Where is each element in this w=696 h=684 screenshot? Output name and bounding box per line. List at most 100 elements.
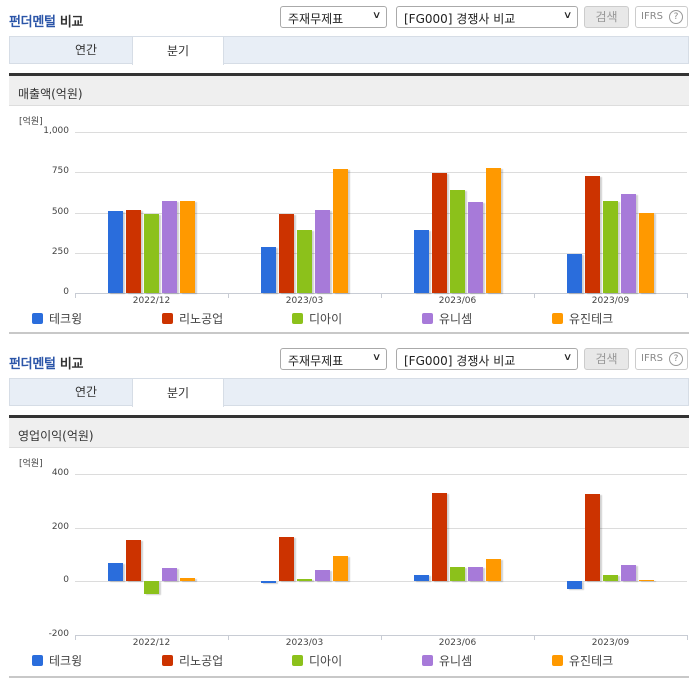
tab-annual[interactable]: 연간 (74, 385, 98, 399)
grid-line (75, 172, 687, 174)
y-tick-label: 400 (51, 468, 69, 478)
bar-유니셈[interactable] (315, 210, 331, 293)
bar-리노공업[interactable] (431, 492, 447, 582)
bar-유진테크[interactable] (333, 169, 349, 293)
legend-item[interactable]: 테크윙 (32, 310, 82, 327)
grid-line (75, 252, 687, 254)
x-tick-label: 2023/03 (285, 296, 324, 306)
x-tick-mark (228, 635, 229, 640)
bar-유진테크[interactable] (180, 201, 196, 293)
bar-리노공업[interactable] (125, 210, 141, 293)
x-tick-mark (687, 293, 688, 298)
bar-유니셈[interactable] (621, 565, 637, 582)
statement-select[interactable]: 주재무제표 ∨ (280, 6, 387, 28)
bar-유진테크[interactable] (486, 559, 502, 582)
legend-swatch-icon (552, 313, 563, 324)
bar-유니셈[interactable] (315, 570, 331, 582)
legend-item[interactable]: 리노공업 (162, 652, 223, 669)
legend-item[interactable]: 디아이 (292, 310, 342, 327)
legend-label: 디아이 (309, 312, 343, 326)
unit-label: [억원] (19, 459, 43, 469)
bar-리노공업[interactable] (431, 173, 447, 293)
bar-유진테크[interactable] (639, 579, 655, 582)
chart-legend: 테크윙 리노공업 디아이 유니셈 유진테크 (9, 652, 689, 668)
legend-item[interactable]: 리노공업 (162, 310, 223, 327)
x-tick-mark (687, 635, 688, 640)
bar-테크윙[interactable] (107, 563, 123, 582)
legend-label: 유진테크 (569, 654, 614, 668)
ifrs-button[interactable]: IFRS? (635, 6, 688, 28)
x-tick-mark (228, 293, 229, 298)
x-tick-mark (75, 635, 76, 640)
divider (9, 332, 689, 334)
legend-item[interactable]: 유니셈 (422, 652, 472, 669)
bar-테크윙[interactable] (107, 210, 123, 293)
grid-line (75, 212, 687, 214)
legend-item[interactable]: 테크윙 (32, 652, 82, 669)
bar-유니셈[interactable] (162, 568, 178, 582)
legend-swatch-icon (292, 655, 303, 666)
legend-item[interactable]: 유진테크 (552, 310, 613, 327)
legend-swatch-icon (32, 313, 43, 324)
bar-디아이[interactable] (450, 567, 465, 582)
grid-line (75, 474, 687, 475)
bar-테크윙[interactable] (260, 247, 276, 293)
bar-유니셈[interactable] (468, 567, 484, 582)
bar-테크윙[interactable] (413, 230, 429, 293)
ifrs-button[interactable]: IFRS? (635, 348, 688, 370)
bar-유니셈[interactable] (162, 201, 178, 293)
bar-테크윙[interactable] (566, 581, 582, 590)
bar-유진테크[interactable] (486, 168, 502, 293)
compare-select[interactable]: [FG000] 경쟁사 비교 ∨ (396, 6, 578, 28)
legend-swatch-icon (162, 313, 173, 324)
bar-테크윙[interactable] (566, 254, 582, 293)
bar-리노공업[interactable] (278, 536, 294, 582)
statement-select[interactable]: 주재무제표 ∨ (280, 348, 387, 370)
legend-label: 리노공업 (179, 654, 224, 668)
bar-디아이[interactable] (603, 575, 618, 582)
panel-title: 펀더멘털 비교 (9, 357, 84, 372)
bar-유진테크[interactable] (639, 212, 655, 293)
bar-리노공업[interactable] (278, 214, 294, 293)
legend-swatch-icon (162, 655, 173, 666)
legend-label: 유니셈 (439, 312, 473, 326)
bar-디아이[interactable] (144, 214, 159, 293)
bar-디아이[interactable] (450, 189, 465, 293)
compare-select[interactable]: [FG000] 경쟁사 비교 ∨ (396, 348, 578, 370)
divider (9, 676, 689, 678)
bar-리노공업[interactable] (584, 493, 600, 582)
chevron-down-icon: ∨ (562, 352, 573, 363)
bar-테크윙[interactable] (260, 581, 276, 583)
bar-유진테크[interactable] (333, 556, 349, 582)
bar-리노공업[interactable] (584, 176, 600, 293)
tab-quarterly[interactable]: 분기 (132, 36, 224, 65)
fundamental-panel-operating-income: 펀더멘털 비교 주재무제표 ∨ [FG000] 경쟁사 비교 ∨ 검색 IFRS? … (0, 342, 696, 684)
bar-디아이[interactable] (603, 201, 618, 293)
x-tick-mark (381, 635, 382, 640)
bar-디아이[interactable] (297, 230, 312, 293)
y-tick-label: -200 (48, 629, 69, 639)
bar-테크윙[interactable] (413, 575, 429, 582)
legend-item[interactable]: 유니셈 (422, 310, 472, 327)
bar-유니셈[interactable] (468, 202, 484, 293)
tab-annual[interactable]: 연간 (74, 43, 98, 57)
legend-label: 디아이 (309, 654, 343, 668)
search-button[interactable]: 검색 (584, 6, 629, 28)
bar-디아이[interactable] (144, 581, 159, 595)
bar-리노공업[interactable] (125, 540, 141, 582)
legend-item[interactable]: 디아이 (292, 652, 342, 669)
legend-item[interactable]: 유진테크 (552, 652, 613, 669)
y-tick-label: 750 (51, 166, 69, 177)
grid-line (75, 527, 687, 529)
bar-유니셈[interactable] (621, 193, 637, 293)
tab-quarterly[interactable]: 분기 (132, 378, 224, 407)
legend-label: 유니셈 (439, 654, 473, 668)
help-icon[interactable]: ? (669, 10, 683, 24)
bar-유진테크[interactable] (180, 578, 196, 582)
x-tick-mark (75, 293, 76, 298)
period-tabs: 연간 분기 (9, 378, 689, 407)
help-icon[interactable]: ? (669, 352, 683, 366)
bar-디아이[interactable] (297, 579, 312, 582)
search-button[interactable]: 검색 (584, 348, 629, 370)
section-title: 영업이익(억원) (9, 415, 689, 448)
